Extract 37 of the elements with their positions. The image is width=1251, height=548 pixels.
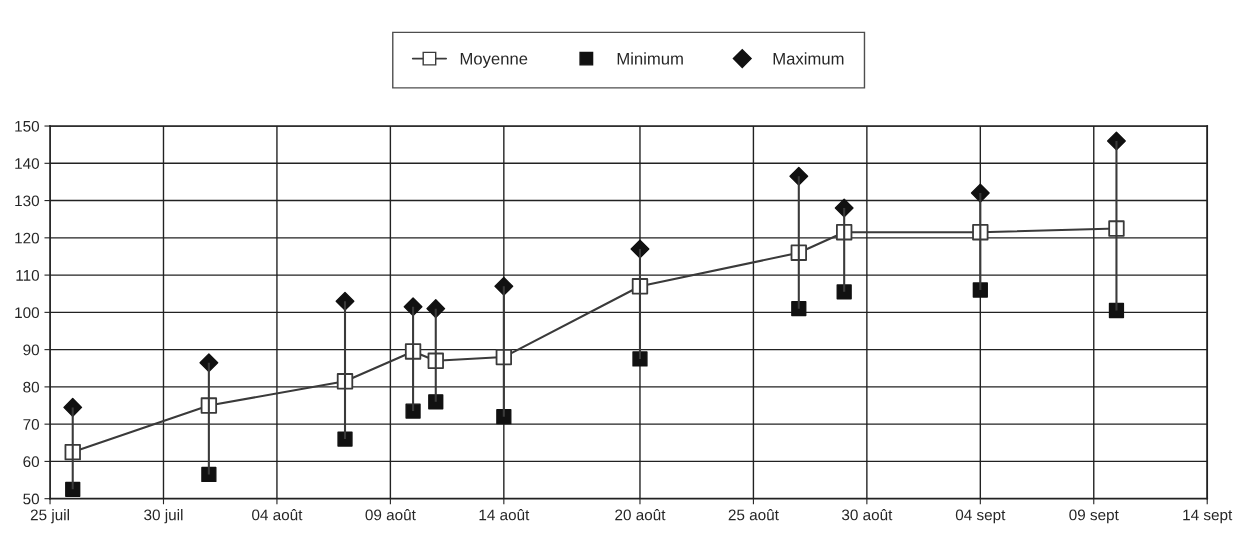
x-tick-label: 04 sept bbox=[955, 509, 1006, 524]
y-tick-label: 140 bbox=[15, 158, 40, 169]
x-tick-label: 04 août bbox=[252, 509, 303, 521]
y-tick-label: 90 bbox=[23, 344, 40, 356]
point bbox=[201, 466, 217, 483]
legend-label: Moyenne bbox=[460, 52, 528, 68]
point bbox=[791, 300, 807, 317]
x-tick-label: 14 sept bbox=[1183, 509, 1233, 524]
y-tick-label: 50 bbox=[23, 493, 40, 505]
point bbox=[63, 397, 83, 417]
y-tick-label: 120 bbox=[15, 232, 40, 244]
point bbox=[972, 282, 988, 298]
point bbox=[632, 351, 648, 367]
y-tick-label: 60 bbox=[23, 456, 40, 468]
y-tick-label: 80 bbox=[23, 381, 40, 393]
x-tick-label: 25 juil bbox=[30, 509, 69, 524]
x-tick-label: 30 août bbox=[841, 509, 893, 521]
x-tick-label: 09 août bbox=[365, 509, 416, 521]
point bbox=[337, 431, 353, 447]
y-tick-label: 100 bbox=[15, 307, 40, 319]
legend-label: Maximum bbox=[773, 52, 844, 65]
x-tick-label: 20 août bbox=[615, 509, 666, 521]
point bbox=[65, 481, 81, 498]
point bbox=[405, 403, 421, 419]
y-tick-label: 110 bbox=[16, 269, 40, 281]
y-tick-label: 150 bbox=[15, 120, 40, 132]
y-tick-label: 70 bbox=[23, 419, 40, 430]
point bbox=[496, 409, 512, 425]
point bbox=[428, 394, 444, 410]
point bbox=[1108, 302, 1125, 319]
x-tick-label: 30 juil bbox=[144, 509, 183, 524]
x-tick-label: 25 août bbox=[728, 509, 779, 521]
legend-label: Minimum bbox=[617, 52, 683, 65]
x-tick-label: 14 août bbox=[479, 509, 530, 521]
y-tick-label: 130 bbox=[15, 195, 40, 207]
point bbox=[836, 284, 852, 300]
x-tick-label: 09 sept bbox=[1069, 509, 1119, 524]
